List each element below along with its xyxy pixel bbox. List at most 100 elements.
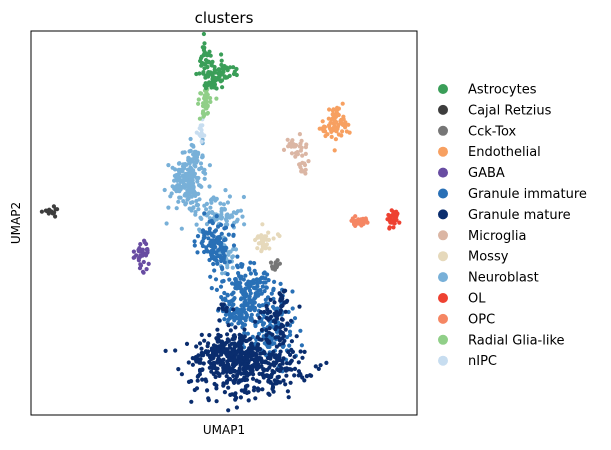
point [138,263,144,268]
point [271,319,276,324]
point [272,300,277,305]
point [256,331,261,336]
point [267,326,272,331]
point [288,352,293,357]
point [236,285,241,290]
point [221,302,226,307]
point [280,336,285,341]
point [281,378,286,383]
legend-item: nIPC [438,354,497,369]
point [168,194,173,199]
point [292,366,298,371]
point [231,307,236,312]
point [196,150,201,155]
point [309,373,314,378]
point [233,277,238,282]
legend-item: Radial Glia-like [438,333,565,348]
point [244,313,249,319]
point [209,348,215,353]
point [232,358,237,363]
point [355,221,360,226]
point [230,223,235,228]
point [188,136,193,142]
legend-label: Cajal Retzius [468,103,552,118]
point [209,244,214,249]
point [241,194,246,200]
legend-item: Cajal Retzius [438,103,552,118]
point [252,261,257,266]
point [187,179,192,184]
point [196,101,201,106]
point [197,341,203,346]
point [184,341,190,346]
point [223,237,228,242]
point [264,285,269,290]
point [144,251,149,256]
point [212,268,217,273]
point [289,318,294,323]
point [219,265,225,270]
point [218,254,223,259]
point [219,361,224,366]
legend-label: Mossy [468,250,509,265]
point [206,398,211,403]
point [300,355,305,360]
point [258,351,263,356]
point [209,286,214,291]
point [209,357,214,362]
point [274,309,279,314]
point [262,368,267,373]
point [272,306,277,311]
point [256,303,261,308]
legend-label: Granule mature [468,208,571,223]
point [239,274,244,279]
point [248,271,253,276]
point [197,360,202,365]
point [224,305,229,310]
point [229,352,234,357]
point [196,97,201,102]
point [163,348,168,353]
point [201,230,206,235]
point [225,212,230,217]
point [209,253,214,258]
point [215,339,220,344]
point [277,363,282,368]
point [274,264,279,269]
point [276,374,281,379]
point [193,209,198,215]
point [222,390,227,395]
point [288,332,293,337]
point [194,222,199,227]
point [262,270,267,275]
point [239,303,245,308]
point [289,151,295,156]
point [241,371,246,376]
point [198,56,204,61]
point [139,252,144,257]
point [267,356,272,361]
point [239,289,244,294]
legend-label: GABA [468,166,505,181]
point [258,288,263,293]
point [267,365,272,370]
point [282,300,287,305]
point [187,186,192,191]
point [142,238,147,243]
point [217,241,222,246]
point [365,220,370,225]
point [260,222,265,227]
point [253,396,258,401]
point [241,277,246,282]
point [239,345,244,350]
point [242,356,247,361]
point [216,224,221,229]
point [266,230,271,235]
legend-item: Cck-Tox [438,124,517,139]
point [206,211,211,216]
point [201,31,206,37]
point [228,65,233,70]
point [262,349,267,355]
point [224,309,229,314]
legend-label: nIPC [468,354,497,369]
